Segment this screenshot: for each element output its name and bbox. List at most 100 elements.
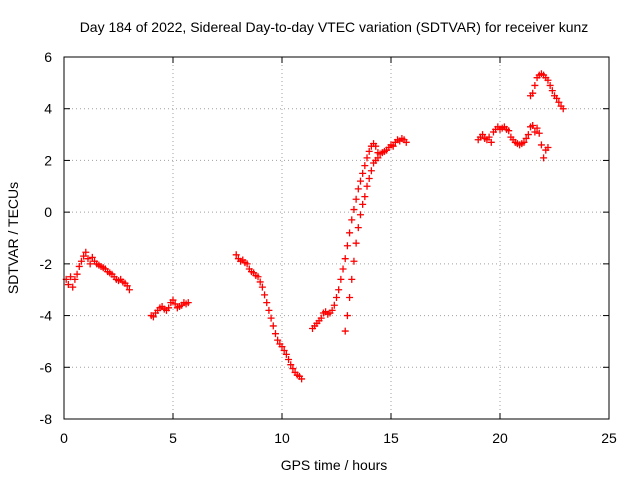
data-point: [77, 257, 85, 265]
y-axis-label: SDTVAR / TECUs: [5, 182, 21, 294]
data-point: [73, 270, 81, 278]
x-tick-label: 0: [60, 430, 68, 446]
data-point: [352, 195, 360, 203]
tick-layer: 0 5 10 15 20 25 -8 -6 -4 -2 0 2 4 6: [40, 49, 617, 446]
data-point: [337, 275, 345, 283]
y-tick-label: 4: [44, 101, 52, 117]
data-point: [330, 301, 338, 309]
data-point: [86, 260, 94, 268]
plot-frame: [63, 56, 610, 420]
data-point: [537, 141, 545, 149]
data-point: [265, 306, 273, 314]
data-point: [529, 122, 537, 130]
data-point: [363, 182, 371, 190]
data-point: [343, 312, 351, 320]
data-point: [553, 94, 561, 102]
data-point: [123, 282, 131, 290]
data-point: [540, 154, 548, 162]
data-point: [544, 144, 552, 151]
data-point: [535, 129, 543, 137]
data-point: [75, 262, 83, 270]
data-point: [365, 147, 373, 155]
data-point: [361, 162, 369, 170]
data-point: [350, 206, 358, 214]
data-point: [346, 293, 354, 301]
data-point: [232, 251, 240, 259]
y-tick-label: 2: [44, 152, 52, 168]
data-point: [67, 273, 75, 281]
data-point: [531, 128, 539, 136]
data-point: [374, 154, 382, 162]
grid-layer: [64, 57, 609, 419]
data-point: [505, 127, 513, 135]
data-point: [529, 89, 537, 97]
y-tick-label: -6: [40, 359, 53, 375]
y-tick-label: 6: [44, 49, 52, 65]
data-point: [352, 239, 360, 247]
data-point: [522, 134, 530, 142]
data-point: [341, 327, 349, 335]
data-point: [149, 313, 157, 321]
data-point: [348, 216, 356, 224]
data-point: [520, 138, 528, 146]
x-axis-label: GPS time / hours: [281, 457, 388, 473]
data-point: [361, 193, 369, 201]
data-point: [184, 299, 192, 307]
data-point: [356, 177, 364, 185]
data-point: [88, 253, 96, 261]
data-point: [487, 138, 495, 146]
chart-title: Day 184 of 2022, Sidereal Day-to-day VTE…: [80, 19, 589, 35]
data-point: [254, 273, 262, 281]
x-tick-label: 10: [274, 430, 290, 446]
data-point: [354, 185, 362, 193]
data-point: [555, 98, 563, 106]
data-point: [256, 278, 264, 286]
data-point: [524, 131, 532, 139]
data-point: [84, 255, 92, 263]
data-point: [348, 275, 356, 283]
data-point: [269, 322, 277, 330]
data-point: [546, 81, 554, 89]
data-point: [363, 154, 371, 162]
data-point: [335, 286, 343, 294]
data-point: [261, 291, 269, 299]
data-point: [82, 248, 90, 256]
data-point: [64, 281, 72, 289]
data-point: [271, 330, 279, 338]
data-point: [548, 87, 556, 95]
data-point: [350, 257, 358, 265]
data-point: [339, 265, 347, 273]
data-point: [165, 304, 173, 312]
data-point: [356, 211, 364, 219]
data-point: [80, 252, 88, 260]
data-point: [258, 283, 266, 291]
data-point: [346, 229, 354, 237]
y-tick-label: -2: [40, 256, 53, 272]
y-tick-label: -4: [40, 308, 53, 324]
data-point: [389, 142, 397, 150]
data-point: [282, 350, 290, 358]
data-point: [317, 314, 325, 322]
data-point: [328, 306, 336, 314]
data-point: [341, 255, 349, 263]
data-point: [485, 133, 493, 141]
data-point: [359, 200, 367, 208]
data-point: [372, 142, 380, 150]
data-point: [169, 296, 177, 304]
data-point: [171, 300, 179, 308]
data-point: [479, 131, 487, 139]
data-point: [278, 343, 286, 351]
data-point: [343, 242, 351, 250]
data-point: [559, 105, 567, 113]
data-point: [354, 224, 362, 232]
data-point: [298, 375, 306, 383]
data-point: [71, 275, 79, 283]
data-point: [544, 76, 552, 84]
data-point: [285, 356, 293, 364]
y-tick-label: -8: [40, 411, 53, 427]
data-point: [402, 138, 410, 146]
data-point: [289, 365, 297, 373]
x-tick-label: 5: [169, 430, 177, 446]
data-point: [280, 346, 288, 354]
